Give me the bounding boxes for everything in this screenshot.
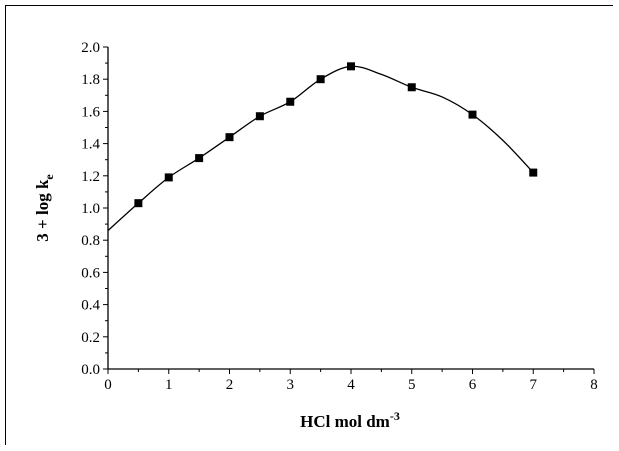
data-point xyxy=(468,110,477,119)
x-tick-label: 6 xyxy=(469,377,477,393)
y-tick-label: 1.4 xyxy=(81,137,100,153)
y-tick-label: 1.6 xyxy=(81,104,100,120)
data-point xyxy=(347,62,355,71)
figure-frame xyxy=(5,5,613,445)
y-axis-title: 3 + log ke xyxy=(33,174,56,242)
y-tick-label: 0.6 xyxy=(81,265,100,281)
y-tick-label: 1.2 xyxy=(81,169,100,185)
data-point xyxy=(407,83,416,92)
data-point xyxy=(164,173,173,182)
data-point xyxy=(529,168,538,177)
x-tick-label: 1 xyxy=(165,377,173,393)
y-tick-label: 1.0 xyxy=(81,201,100,217)
x-axis-title: HCl mol dm-3 xyxy=(300,409,400,431)
data-point xyxy=(195,154,204,163)
x-tick-label: 4 xyxy=(347,377,355,393)
y-tick-label: 0.2 xyxy=(81,330,100,346)
x-tick-label: 8 xyxy=(590,377,598,393)
points-layer xyxy=(134,62,538,208)
data-point xyxy=(286,97,295,106)
y-tick-label: 0.8 xyxy=(81,233,100,249)
y-tick-label: 2.0 xyxy=(81,40,100,56)
y-tick-label: 0.0 xyxy=(81,362,100,378)
x-tick-label: 0 xyxy=(104,377,112,393)
series-line xyxy=(107,65,534,232)
x-tick-label: 3 xyxy=(287,377,295,393)
ticks-layer: 0.0 0.2 0.4 0.6 0.8 1.0 1.2 1.4 1.6 1.8 2.0 0 1 2 3 4 5 6… xyxy=(81,40,598,393)
y-tick-label: 1.8 xyxy=(81,72,100,88)
y-tick-label: 0.4 xyxy=(81,298,100,314)
data-point xyxy=(316,75,325,84)
data-point xyxy=(134,199,143,208)
x-tick-label: 7 xyxy=(530,377,538,393)
curve-layer xyxy=(107,65,534,232)
x-tick-label: 2 xyxy=(226,377,234,393)
x-tick-label: 5 xyxy=(408,377,416,393)
data-point xyxy=(255,112,264,121)
data-point xyxy=(225,133,234,142)
